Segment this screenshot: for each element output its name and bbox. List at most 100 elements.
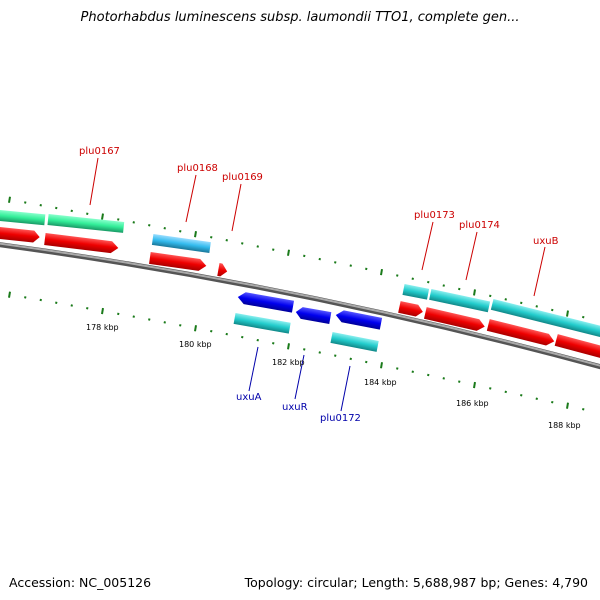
minor-tick xyxy=(551,308,554,312)
gene-label-plu0172[interactable]: plu0172 xyxy=(320,413,361,424)
gene-label-uxuA[interactable]: uxuA xyxy=(236,392,262,403)
minor-tick xyxy=(489,294,492,298)
minor-tick xyxy=(256,245,259,248)
gene-label-plu0174[interactable]: plu0174 xyxy=(459,220,500,231)
major-tick xyxy=(101,307,104,315)
gene-label-uxuB[interactable]: uxuB xyxy=(533,236,559,247)
minor-tick xyxy=(318,257,321,261)
gene-red-3[interactable] xyxy=(149,252,207,272)
gene-label-plu0173[interactable]: plu0173 xyxy=(414,210,455,221)
gene-blue-1[interactable] xyxy=(237,291,295,313)
minor-tick xyxy=(365,360,368,364)
gene-teal-5[interactable] xyxy=(330,332,379,352)
minor-tick xyxy=(535,305,538,308)
minor-tick xyxy=(520,301,523,305)
major-tick xyxy=(194,325,197,332)
minor-tick xyxy=(132,315,135,318)
gene-blue-2[interactable] xyxy=(295,306,332,324)
leader-lines xyxy=(89,157,546,412)
minor-tick xyxy=(582,315,585,319)
gene-teal-2[interactable] xyxy=(429,289,491,313)
gene-teal-1[interactable] xyxy=(402,284,430,300)
minor-tick xyxy=(520,394,523,397)
gene-mint-2[interactable] xyxy=(47,214,125,233)
gene-label-plu0168[interactable]: plu0168 xyxy=(177,163,218,174)
gene-red-8[interactable] xyxy=(554,334,600,359)
minor-tick xyxy=(163,321,166,324)
major-tick xyxy=(8,291,11,298)
minor-tick xyxy=(427,373,430,377)
minor-tick xyxy=(504,298,507,301)
minor-tick xyxy=(489,387,492,390)
minor-tick xyxy=(396,274,399,277)
minor-tick xyxy=(132,221,135,224)
minor-tick xyxy=(442,284,445,287)
minor-tick xyxy=(396,367,399,370)
minor-tick xyxy=(225,239,228,242)
major-tick xyxy=(473,381,476,389)
major-tick xyxy=(8,196,11,203)
minor-tick xyxy=(86,212,89,215)
minor-tick xyxy=(582,407,585,411)
minor-tick xyxy=(365,267,368,271)
gene-red-2[interactable] xyxy=(44,233,119,254)
minor-tick xyxy=(24,296,27,299)
minor-tick xyxy=(551,400,554,404)
gene-teal-3[interactable] xyxy=(490,299,600,338)
minor-tick xyxy=(241,242,244,245)
map-title: Photorhabdus luminescens subsp. laumondi… xyxy=(80,10,520,25)
tick-label-186: 186 kbp xyxy=(456,399,489,408)
minor-tick xyxy=(303,254,306,258)
tick-row-inner xyxy=(8,291,585,411)
major-tick xyxy=(380,362,383,369)
tick-label-188: 188 kbp xyxy=(548,421,581,430)
gene-label-plu0167[interactable]: plu0167 xyxy=(79,146,120,157)
minor-tick xyxy=(334,354,337,357)
minor-tick xyxy=(117,312,120,316)
gene-teal-4[interactable] xyxy=(233,313,291,334)
accession-text: Accession: NC_005126 xyxy=(9,575,152,590)
major-tick xyxy=(287,249,290,256)
gene-red-6[interactable] xyxy=(423,307,486,332)
minor-tick xyxy=(210,236,213,239)
tick-row-outer xyxy=(8,196,585,319)
minor-tick xyxy=(24,201,27,204)
minor-tick xyxy=(504,390,507,394)
minor-tick xyxy=(349,264,352,267)
genome-summary-text: Topology: circular; Length: 5,688,987 bp… xyxy=(244,575,588,590)
minor-tick xyxy=(39,204,42,207)
gene-red-5[interactable] xyxy=(398,301,424,318)
gene-label-plu0169[interactable]: plu0169 xyxy=(222,172,263,183)
major-tick xyxy=(566,402,569,409)
minor-tick xyxy=(70,209,73,213)
genome-backbone-highlight xyxy=(0,242,600,367)
tick-label-180: 180 kbp xyxy=(179,340,212,349)
minor-tick xyxy=(163,226,166,230)
minor-tick xyxy=(225,332,228,336)
minor-tick xyxy=(210,329,213,333)
major-tick xyxy=(566,310,569,317)
gene-red-1[interactable] xyxy=(0,225,40,243)
gene-red-4[interactable] xyxy=(217,263,228,277)
major-tick xyxy=(380,268,383,276)
major-tick xyxy=(194,231,197,238)
gene-label-uxuR[interactable]: uxuR xyxy=(282,402,308,413)
minor-tick xyxy=(39,298,42,302)
minor-tick xyxy=(70,304,73,307)
minor-tick xyxy=(179,229,182,233)
minor-tick xyxy=(427,280,430,284)
minor-tick xyxy=(256,338,259,342)
gene-mint-1[interactable] xyxy=(0,209,46,226)
minor-tick xyxy=(349,357,352,361)
minor-tick xyxy=(241,335,244,339)
gene-blue-3[interactable] xyxy=(335,309,383,330)
minor-tick xyxy=(334,261,337,264)
minor-tick xyxy=(148,318,151,321)
gene-sky-1[interactable] xyxy=(151,234,211,253)
gene-red-7[interactable] xyxy=(486,319,556,347)
minor-tick xyxy=(148,224,151,227)
minor-tick xyxy=(55,301,58,305)
minor-tick xyxy=(458,287,461,291)
minor-tick xyxy=(117,218,120,221)
